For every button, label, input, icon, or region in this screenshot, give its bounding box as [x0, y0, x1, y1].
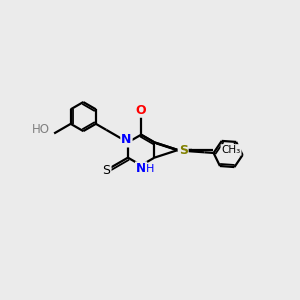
Text: N: N — [136, 162, 146, 175]
Text: H: H — [146, 164, 154, 174]
Text: S: S — [179, 144, 188, 158]
Text: S: S — [103, 164, 111, 177]
Text: CH₃: CH₃ — [221, 145, 241, 155]
Text: HO: HO — [32, 123, 50, 136]
Text: N: N — [121, 134, 132, 146]
Text: O: O — [136, 104, 146, 117]
